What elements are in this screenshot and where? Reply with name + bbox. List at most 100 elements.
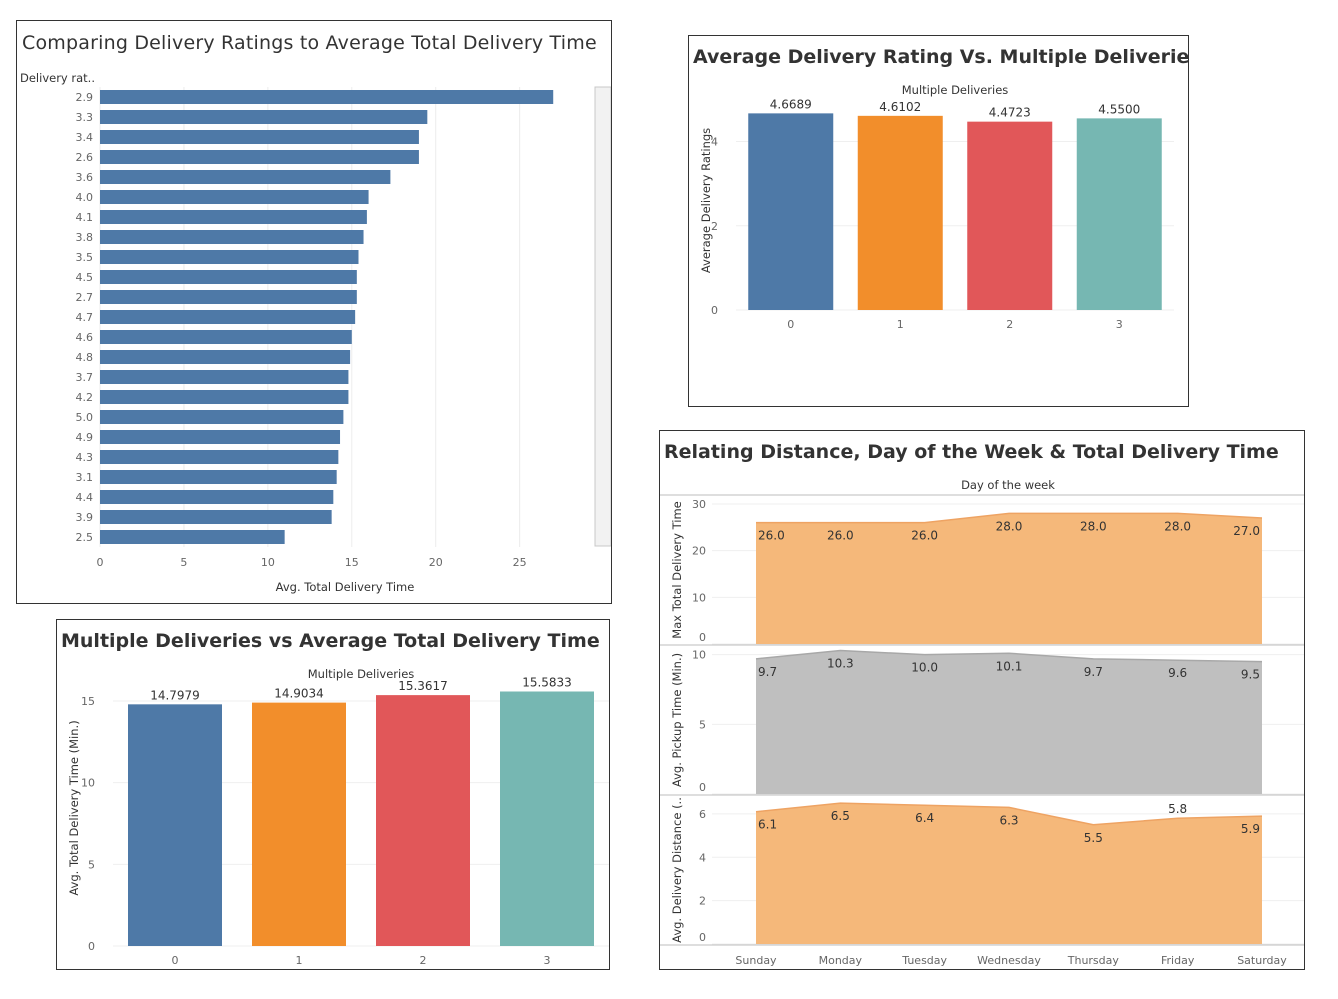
data-label: 9.5 (1241, 668, 1260, 682)
bar (100, 330, 352, 344)
bar (100, 250, 359, 264)
chart-ratings-vs-time: 0 5 10 15 20 25 Delivery rat.. Avg. Total Deliv… (20, 71, 611, 594)
y-tick-label: 3.5 (76, 251, 94, 264)
bar (252, 702, 346, 946)
x-tick-label: 3 (544, 954, 551, 967)
data-label: 15.5833 (522, 676, 572, 690)
y-tick-label: 10 (81, 777, 95, 790)
y-tick-label: 4.6 (76, 331, 94, 344)
y-tick-label: 15 (81, 695, 95, 708)
data-label: 28.0 (1164, 519, 1191, 533)
y-tick-label: 4.8 (76, 351, 94, 364)
area-series-line (755, 649, 1263, 663)
y-tick-label: 2.9 (76, 91, 94, 104)
x-tick-label: Saturday (1237, 954, 1287, 967)
data-label: 4.5500 (1098, 102, 1140, 116)
chart-title: Average Delivery Rating Vs. Multiple Del… (693, 46, 1189, 68)
bar (100, 470, 337, 484)
area-series (756, 650, 1262, 794)
y-tick-label: 4.9 (76, 431, 94, 444)
data-label: 6.5 (831, 809, 850, 823)
chart-title: Comparing Delivery Ratings to Average To… (22, 32, 597, 54)
y-axis-header: Delivery rat.. (20, 71, 95, 85)
bar (100, 430, 341, 444)
data-label: 5.8 (1168, 802, 1187, 816)
y-axis-label: Average Delivery Ratings (699, 128, 713, 273)
x-axis-label: Avg. Total Delivery Time (276, 580, 415, 594)
y-tick-label: 4.4 (76, 491, 94, 504)
y-tick-label: 0 (711, 304, 718, 317)
x-tick-label: Monday (819, 954, 863, 967)
bar (376, 695, 470, 946)
x-tick-label: 5 (180, 556, 187, 569)
y-tick-label: 3.4 (76, 131, 94, 144)
y-tick-label: 4 (699, 851, 706, 864)
y-tick-label: 3.1 (76, 471, 94, 484)
bar (100, 230, 364, 244)
y-tick-label: 3.6 (76, 171, 94, 184)
y-tick-label: 30 (692, 498, 706, 511)
chart-title: Multiple Deliveries vs Average Total Del… (61, 630, 600, 652)
chart-header: Day of the week (961, 478, 1055, 492)
panel-multiple-vs-time: Multiple Deliveries vs Average Total Del… (56, 619, 610, 970)
bar (128, 704, 222, 946)
bar (748, 113, 834, 310)
data-label: 26.0 (911, 529, 938, 543)
data-label: 14.7979 (150, 688, 200, 702)
bar (100, 170, 391, 184)
y-tick-label: 4.2 (76, 391, 94, 404)
bar (100, 350, 351, 364)
y-tick-label: 4.5 (76, 271, 94, 284)
data-label: 4.6689 (770, 97, 812, 111)
chart-multiple-vs-time: Multiple Deliveries 0 5 10 15 14.7979 0 14.9034… (67, 667, 609, 967)
chart-rating-vs-multiple: Multiple Deliveries 0 2 4 4.6689 0 4.6102 1 4.47… (699, 83, 1174, 331)
y-tick-label: 4.1 (76, 211, 94, 224)
data-label: 15.3617 (398, 679, 448, 693)
y-axis-label: Max Total Delivery Time (670, 501, 684, 638)
bar (100, 390, 349, 404)
bar (100, 510, 332, 524)
x-tick-label: 1 (296, 954, 303, 967)
y-tick-label: 5 (88, 858, 95, 871)
chart-header: Multiple Deliveries (308, 667, 415, 681)
y-tick-label: 3.9 (76, 511, 94, 524)
y-tick-label: 5.0 (76, 411, 94, 424)
x-tick-label: 2 (1006, 318, 1013, 331)
bar (100, 290, 357, 304)
panel-rating-vs-multiple: Average Delivery Rating Vs. Multiple Del… (688, 35, 1189, 407)
x-tick-label: 0 (97, 556, 104, 569)
x-tick-label: 2 (420, 954, 427, 967)
x-tick-label: Wednesday (977, 954, 1041, 967)
data-label: 9.7 (1084, 665, 1103, 679)
data-label: 10.0 (911, 661, 938, 675)
x-tick-label: 1 (897, 318, 904, 331)
y-tick-label: 2 (711, 220, 718, 233)
x-tick-label: 15 (345, 556, 359, 569)
x-tick-label: 25 (513, 556, 527, 569)
data-label: 4.6102 (879, 100, 921, 114)
data-label: 28.0 (996, 519, 1023, 533)
data-label: 26.0 (827, 529, 854, 543)
area-series-line (755, 802, 1263, 826)
data-label: 10.1 (996, 659, 1023, 673)
data-label: 5.5 (1084, 831, 1103, 845)
bar (100, 90, 554, 104)
y-tick-label: 3.7 (76, 371, 94, 384)
y-tick-label: 4.7 (76, 311, 94, 324)
scrollbar (594, 86, 611, 547)
bar (500, 691, 594, 946)
bar (100, 450, 339, 464)
data-label: 6.4 (915, 811, 934, 825)
y-tick-label: 4 (711, 136, 718, 149)
chart-title: Relating Distance, Day of the Week & Tot… (664, 441, 1279, 463)
y-tick-label: 6 (699, 808, 706, 821)
bar (857, 115, 943, 310)
bar (100, 530, 285, 544)
x-tick-label: Tuesday (901, 954, 947, 967)
y-tick-label: 5 (699, 718, 706, 731)
y-tick-label: 2.7 (76, 291, 94, 304)
data-label: 6.3 (999, 813, 1018, 827)
y-tick-label: 2.5 (76, 531, 94, 544)
y-tick-label: 2.6 (76, 151, 94, 164)
bar (100, 410, 344, 424)
